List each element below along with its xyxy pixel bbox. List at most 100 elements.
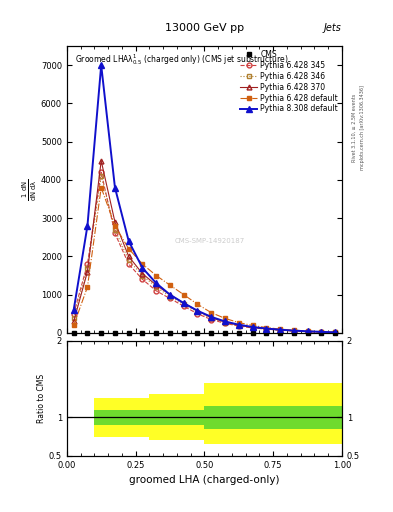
Text: Jets: Jets [324,23,342,33]
Pythia 6.428 346 [154,284,159,290]
Pythia 6.428 370 [182,300,186,306]
Pythia 8.308 default [113,184,118,190]
Pythia 6.428 345 [209,316,214,323]
Pythia 6.428 default [319,329,324,335]
Pythia 6.428 346 [113,227,118,233]
Text: Rivet 3.1.10, ≥ 2.5M events: Rivet 3.1.10, ≥ 2.5M events [352,94,357,162]
Pythia 6.428 370 [195,308,200,314]
Pythia 6.428 default [85,284,90,290]
Pythia 6.428 345 [85,261,90,267]
CMS [85,330,90,336]
Pythia 6.428 346 [237,323,241,329]
Pythia 6.428 346 [292,328,296,334]
Pythia 8.308 default [195,308,200,314]
Pythia 8.308 default [154,280,159,286]
Pythia 6.428 345 [250,325,255,331]
CMS [237,330,241,336]
Y-axis label: $\mathregular{\frac{1}{dN}\frac{dN}{d\lambda}}$: $\mathregular{\frac{1}{dN}\frac{dN}{d\la… [21,179,39,201]
Pythia 6.428 default [195,301,200,307]
Pythia 8.308 default [85,223,90,229]
Pythia 6.428 370 [72,318,76,325]
Pythia 8.308 default [319,329,324,335]
Legend: CMS, Pythia 6.428 345, Pythia 6.428 346, Pythia 6.428 370, Pythia 6.428 default,: CMS, Pythia 6.428 345, Pythia 6.428 346,… [239,48,340,115]
CMS [209,330,214,336]
Pythia 6.428 default [292,327,296,333]
Pythia 6.428 default [250,323,255,329]
Pythia 6.428 346 [209,315,214,322]
Pythia 6.428 370 [154,282,159,288]
CMS [333,330,338,336]
Pythia 6.428 345 [292,328,296,334]
Pythia 6.428 346 [127,257,131,263]
Pythia 6.428 345 [168,295,173,302]
Pythia 6.428 346 [140,272,145,279]
Pythia 6.428 345 [182,303,186,309]
Pythia 6.428 346 [305,329,310,335]
CMS [305,330,310,336]
Pythia 8.308 default [168,292,173,298]
Pythia 6.428 346 [278,327,283,333]
Pythia 6.428 370 [209,314,214,321]
Pythia 6.428 345 [278,327,283,333]
CMS [292,330,296,336]
Pythia 6.428 346 [264,326,269,332]
CMS [140,330,145,336]
Pythia 6.428 default [209,310,214,316]
Pythia 6.428 370 [140,270,145,276]
Line: Pythia 6.428 345: Pythia 6.428 345 [71,170,338,335]
Pythia 8.308 default [333,329,338,335]
Pythia 6.428 346 [333,329,338,335]
Pythia 8.308 default [264,326,269,332]
Pythia 6.428 370 [85,269,90,275]
Line: CMS: CMS [72,331,337,335]
Pythia 8.308 default [237,322,241,328]
Pythia 6.428 345 [237,323,241,329]
Pythia 6.428 345 [222,321,227,327]
CMS [72,330,76,336]
Pythia 6.428 345 [305,329,310,335]
Pythia 6.428 370 [222,319,227,325]
Pythia 6.428 370 [237,322,241,328]
Pythia 6.428 370 [113,219,118,225]
Pythia 6.428 default [333,329,338,335]
Pythia 8.308 default [182,300,186,306]
Pythia 6.428 346 [250,325,255,331]
Pythia 8.308 default [72,307,76,313]
Text: 13000 GeV pp: 13000 GeV pp [165,23,244,33]
Text: CMS-SMP-14920187: CMS-SMP-14920187 [175,238,245,244]
Pythia 6.428 345 [195,311,200,317]
Pythia 6.428 default [264,325,269,331]
CMS [250,330,255,336]
Pythia 6.428 346 [99,173,104,179]
CMS [264,330,269,336]
Pythia 8.308 default [250,324,255,330]
CMS [278,330,283,336]
Line: Pythia 6.428 default: Pythia 6.428 default [71,185,338,335]
Line: Pythia 6.428 346: Pythia 6.428 346 [71,174,338,335]
Pythia 6.428 default [168,282,173,288]
CMS [154,330,159,336]
Pythia 8.308 default [140,265,145,271]
Pythia 6.428 345 [127,261,131,267]
Pythia 8.308 default [99,62,104,68]
Text: mcplots.cern.ch [arXiv:1306.3436]: mcplots.cern.ch [arXiv:1306.3436] [360,86,365,170]
Pythia 6.428 345 [154,288,159,294]
Pythia 6.428 370 [264,326,269,332]
Pythia 6.428 default [113,223,118,229]
Pythia 8.308 default [209,314,214,320]
Pythia 6.428 default [182,292,186,298]
Pythia 8.308 default [127,238,131,244]
Pythia 6.428 370 [278,327,283,333]
Pythia 6.428 default [127,246,131,252]
Y-axis label: Ratio to CMS: Ratio to CMS [37,374,46,423]
X-axis label: groomed LHA (charged-only): groomed LHA (charged-only) [129,475,279,485]
Pythia 6.428 346 [168,293,173,300]
Pythia 6.428 default [222,315,227,322]
Pythia 8.308 default [305,328,310,334]
Pythia 6.428 345 [113,230,118,237]
Pythia 6.428 345 [319,329,324,335]
Pythia 6.428 370 [127,253,131,260]
Pythia 6.428 default [154,272,159,279]
Pythia 6.428 346 [72,314,76,321]
Pythia 6.428 346 [195,309,200,315]
